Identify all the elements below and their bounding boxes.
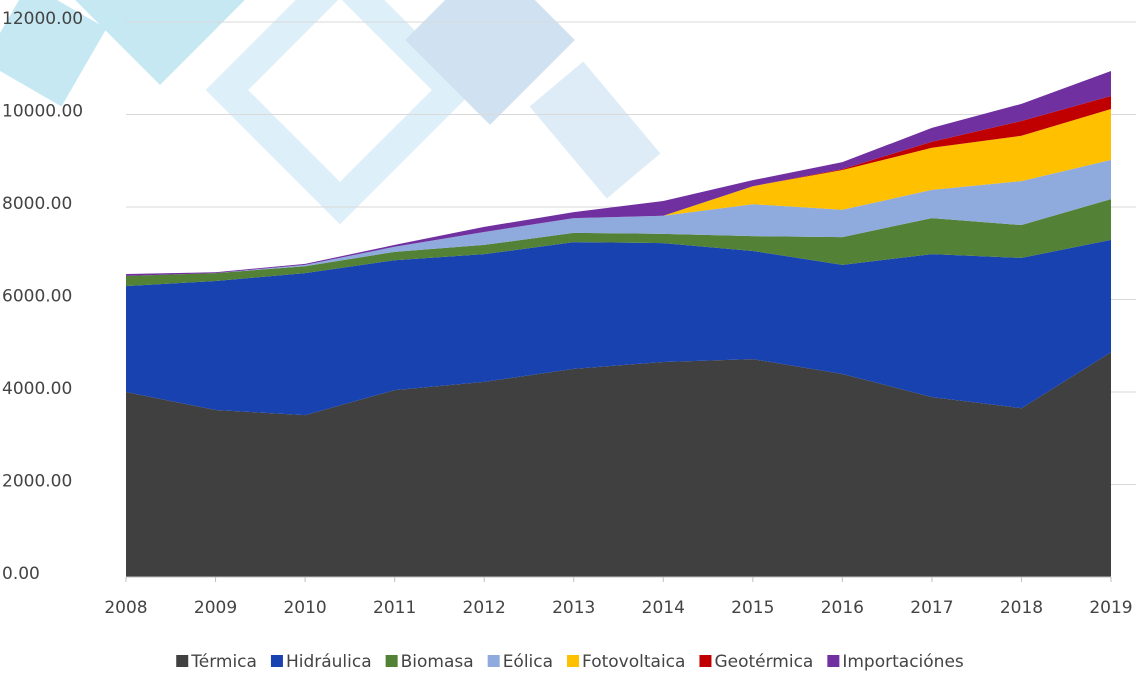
legend: Térmica Hidráulica Biomasa Eólica Fotovoltai… xyxy=(176,652,964,672)
y-tick-label: 0.00 xyxy=(2,564,40,584)
y-tick-label: 8000.00 xyxy=(2,194,72,214)
legend-label: Geotérmica xyxy=(714,652,813,672)
x-tick-label: 2018 xyxy=(1000,598,1043,618)
x-tick-label: 2016 xyxy=(821,598,864,618)
decor xyxy=(530,62,661,199)
decor xyxy=(75,0,245,85)
x-tick-label: 2012 xyxy=(463,598,506,618)
y-tick-label: 6000.00 xyxy=(2,287,72,307)
legend-swatch xyxy=(176,655,188,667)
legend-swatch xyxy=(827,655,839,667)
legend-item: Fotovoltaica xyxy=(567,652,685,672)
legend-swatch xyxy=(699,655,711,667)
legend-label: Biomasa xyxy=(401,652,474,672)
legend-swatch xyxy=(488,655,500,667)
y-tick-label: 4000.00 xyxy=(2,379,72,399)
legend-item: Térmica xyxy=(176,652,257,672)
legend-label: Térmica xyxy=(190,652,257,672)
background-decoration xyxy=(0,0,660,203)
legend-swatch xyxy=(567,655,579,667)
x-tick-label: 2010 xyxy=(283,598,326,618)
legend-label: Fotovoltaica xyxy=(582,652,685,672)
x-tick-label: 2017 xyxy=(910,598,953,618)
x-tick-label: 2019 xyxy=(1089,598,1132,618)
legend-item: Eólica xyxy=(488,652,553,672)
x-tick-label: 2014 xyxy=(642,598,685,618)
x-tick-label: 2009 xyxy=(194,598,237,618)
legend-label: Eólica xyxy=(503,652,553,672)
legend-item: Biomasa xyxy=(386,652,474,672)
legend-label: Hidráulica xyxy=(286,652,372,672)
legend-swatch xyxy=(271,655,283,667)
x-tick-label: 2008 xyxy=(104,598,147,618)
legend-item: Importaciónes xyxy=(827,652,964,672)
legend-label: Importaciónes xyxy=(842,652,964,672)
y-tick-label: 2000.00 xyxy=(2,472,72,492)
x-tick-label: 2011 xyxy=(373,598,416,618)
y-tick-label: 12000.00 xyxy=(2,9,83,29)
legend-item: Geotérmica xyxy=(699,652,813,672)
chart: 0.00 2000.00 4000.00 6000.00 8000.00 10000.00… xyxy=(0,0,1140,673)
x-tick-label: 2015 xyxy=(731,598,774,618)
y-tick-label: 10000.00 xyxy=(2,102,83,122)
x-tick-label: 2013 xyxy=(552,598,595,618)
legend-swatch xyxy=(386,655,398,667)
legend-item: Hidráulica xyxy=(271,652,372,672)
